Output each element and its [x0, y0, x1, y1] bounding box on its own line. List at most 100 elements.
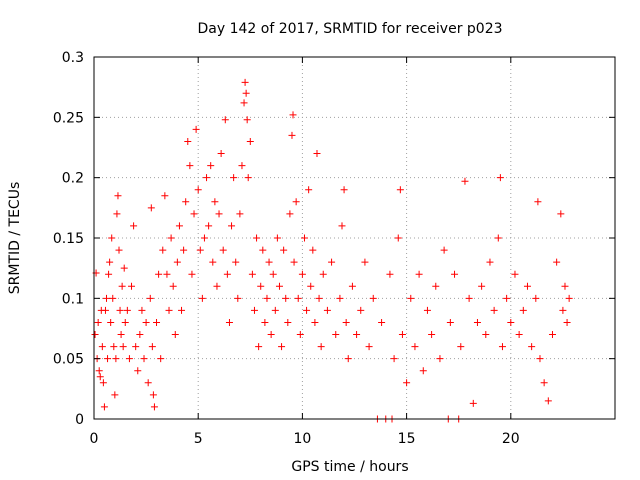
data-point: [200, 234, 208, 242]
data-point: [120, 264, 128, 272]
data-point: [469, 399, 477, 407]
data-point: [407, 294, 415, 302]
data-point: [494, 234, 502, 242]
data-points: [91, 78, 573, 423]
data-point: [194, 186, 202, 194]
y-tick-label: 0.05: [53, 352, 84, 368]
data-point: [323, 306, 331, 314]
x-tick-label: 5: [194, 431, 203, 447]
data-point: [244, 174, 252, 182]
y-tick-label: 0.2: [62, 171, 84, 187]
data-point: [240, 99, 248, 107]
data-point: [98, 343, 106, 351]
data-point: [125, 355, 133, 363]
data-point: [507, 318, 515, 326]
data-point: [496, 174, 504, 182]
data-point: [271, 306, 279, 314]
data-point: [107, 318, 115, 326]
data-point: [142, 318, 150, 326]
data-point: [307, 282, 315, 290]
data-point: [269, 270, 277, 278]
data-point: [515, 331, 523, 339]
data-point: [284, 318, 292, 326]
data-point: [423, 306, 431, 314]
data-point: [319, 270, 327, 278]
data-point: [532, 294, 540, 302]
data-point: [253, 234, 261, 242]
data-point: [365, 343, 373, 351]
data-point: [344, 355, 352, 363]
data-point: [523, 282, 531, 290]
y-tick-label: 0.3: [62, 50, 84, 66]
data-point: [136, 331, 144, 339]
data-point: [165, 306, 173, 314]
data-point: [411, 343, 419, 351]
y-axis-ticks: 0 0.05 0.1 0.15 0.2 0.25 0.3: [53, 50, 615, 428]
data-point: [242, 89, 250, 97]
data-point: [294, 294, 302, 302]
data-point: [104, 355, 112, 363]
data-point: [511, 270, 519, 278]
data-point: [184, 137, 192, 145]
data-point: [106, 258, 114, 266]
data-point: [250, 306, 258, 314]
data-point: [357, 306, 365, 314]
data-point: [348, 282, 356, 290]
data-point: [130, 222, 138, 230]
data-point: [132, 343, 140, 351]
data-point: [288, 131, 296, 139]
data-point: [171, 331, 179, 339]
x-axis-ticks: 0 5 10 15 20: [90, 57, 520, 447]
data-point: [95, 367, 103, 375]
data-point: [403, 379, 411, 387]
data-point: [175, 222, 183, 230]
data-point: [109, 294, 117, 302]
data-point: [257, 282, 265, 290]
data-point: [338, 222, 346, 230]
data-point: [155, 270, 163, 278]
data-point: [96, 373, 104, 381]
data-point: [196, 246, 204, 254]
data-point: [415, 270, 423, 278]
data-point: [289, 111, 297, 119]
data-point: [290, 258, 298, 266]
data-point: [119, 343, 127, 351]
data-point: [147, 204, 155, 212]
data-point: [286, 210, 294, 218]
data-point: [190, 210, 198, 218]
data-point: [282, 294, 290, 302]
data-point: [108, 234, 116, 242]
data-point: [482, 331, 490, 339]
data-point: [116, 306, 124, 314]
data-point: [192, 125, 200, 133]
data-point: [112, 355, 120, 363]
data-point: [123, 306, 131, 314]
y-tick-label: 0.15: [53, 231, 84, 247]
data-point: [243, 116, 251, 124]
data-point: [182, 198, 190, 206]
data-point: [303, 306, 311, 314]
y-tick-label: 0.1: [62, 291, 84, 307]
data-point: [100, 403, 108, 411]
data-point: [461, 177, 469, 185]
data-point: [311, 318, 319, 326]
data-point: [203, 174, 211, 182]
data-point: [149, 391, 157, 399]
grid-lines: [94, 57, 615, 419]
data-point: [173, 258, 181, 266]
data-point: [317, 343, 325, 351]
data-point: [110, 343, 118, 351]
data-point: [361, 258, 369, 266]
data-point: [178, 306, 186, 314]
data-point: [167, 234, 175, 242]
data-point: [223, 270, 231, 278]
data-point: [478, 282, 486, 290]
data-point: [386, 270, 394, 278]
data-point: [296, 331, 304, 339]
data-point: [446, 318, 454, 326]
data-point: [113, 210, 121, 218]
data-point: [255, 343, 263, 351]
x-tick-label: 15: [398, 431, 416, 447]
data-point: [138, 306, 146, 314]
